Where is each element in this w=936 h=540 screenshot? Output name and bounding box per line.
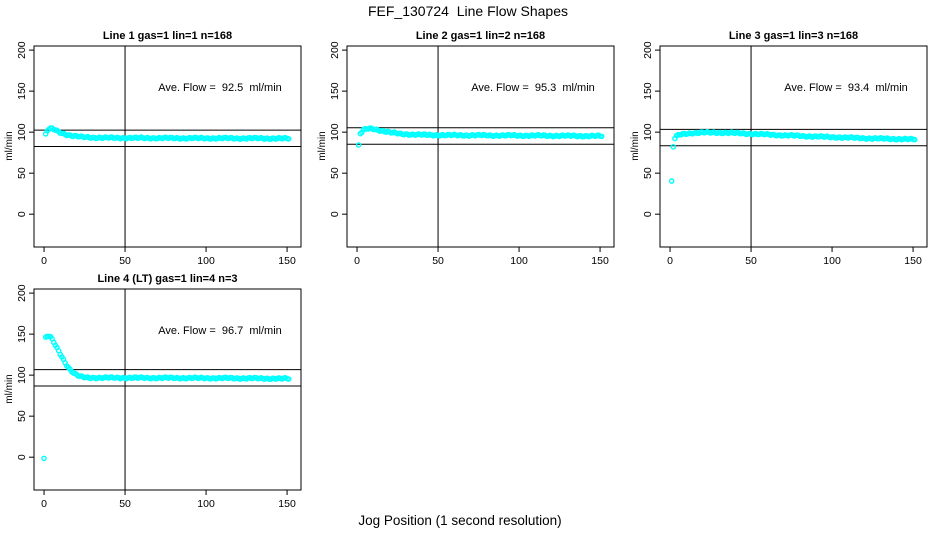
page-title: FEF_130724 Line Flow Shapes (367, 3, 568, 19)
y-tick-label: 0 (329, 211, 341, 217)
panel-line-1: Line 1 gas=1 lin=1 n=168 ml/min 0 50 100 15… (0, 28, 313, 271)
y-tick-label: 150 (329, 82, 341, 100)
plot-line-2: ml/min 0 50 100 150 0 50 100 150 200 (317, 41, 615, 267)
y-tick-label: 0 (642, 211, 654, 217)
x-tick-label: 150 (278, 498, 296, 510)
x-tick-label: 50 (119, 498, 131, 510)
y-axis: 0 50 100 150 200 (16, 41, 34, 217)
ave-flow-annotation: Ave. Flow = 96.7 ml/min (158, 325, 282, 337)
x-tick-label: 50 (432, 255, 444, 267)
data-point (598, 133, 605, 140)
y-axis-label: ml/min (4, 131, 15, 160)
y-tick-label: 50 (16, 410, 28, 422)
y-tick-label: 200 (16, 41, 28, 59)
plot-area: 0 50 100 150 0 50 100 150 200 (16, 41, 302, 267)
ave-flow-annotation: Ave. Flow = 95.3 ml/min (471, 82, 595, 94)
y-axis: 0 50 100 150 200 (642, 41, 660, 217)
y-tick-label: 50 (16, 167, 28, 179)
x-axis-label: Jog Position (1 second resolution) (358, 513, 562, 528)
x-tick-label: 0 (41, 255, 47, 267)
data-point (911, 136, 918, 143)
panel-title-line-3: Line 3 gas=1 lin=3 n=168 (728, 30, 859, 42)
y-tick-label: 200 (329, 41, 341, 59)
plot-area: 0 50 100 150 0 50 100 150 200 (642, 41, 928, 267)
panel-title-line-2: Line 2 gas=1 lin=2 n=168 (415, 30, 546, 42)
plot-line-1: ml/min 0 50 100 150 0 50 100 150 200 (4, 41, 302, 267)
y-tick-label: 100 (16, 123, 28, 141)
y-tick-label: 0 (16, 454, 28, 460)
y-tick-label: 150 (16, 82, 28, 100)
ave-flow-annotation: Ave. Flow = 92.5 ml/min (158, 82, 282, 94)
y-tick-label: 150 (16, 325, 28, 343)
data-point (670, 144, 677, 150)
x-axis: 0 50 100 150 (354, 247, 609, 267)
data-point (285, 376, 292, 382)
x-tick-label: 0 (354, 255, 360, 267)
x-tick-label: 150 (278, 255, 296, 267)
plot-box (659, 45, 928, 248)
x-tick-label: 100 (823, 255, 841, 267)
x-tick-label: 100 (197, 498, 215, 510)
data-points (668, 128, 918, 184)
y-axis: 0 50 100 150 200 (329, 41, 347, 217)
y-tick-label: 200 (642, 41, 654, 59)
panel-line-2: Line 2 gas=1 lin=2 n=168 ml/min 0 50 100 15… (313, 28, 626, 271)
data-points (41, 333, 292, 462)
y-axis: 0 50 100 150 200 (16, 284, 34, 460)
data-point (668, 178, 675, 184)
plot-box (346, 45, 615, 248)
ave-flow-annotation: Ave. Flow = 93.4 ml/min (784, 82, 908, 94)
x-tick-label: 100 (510, 255, 528, 267)
y-tick-label: 100 (16, 366, 28, 384)
y-axis-label: ml/min (4, 374, 15, 403)
x-tick-label: 50 (745, 255, 757, 267)
y-tick-label: 50 (642, 167, 654, 179)
data-point (41, 455, 47, 462)
panel-line-3: Line 3 gas=1 lin=3 n=168 ml/min 0 50 100 15… (626, 28, 936, 271)
y-axis-label: ml/min (630, 131, 641, 160)
y-tick-label: 100 (329, 123, 341, 141)
x-axis: 0 50 100 150 (667, 247, 922, 267)
x-tick-label: 50 (119, 255, 131, 267)
y-tick-label: 0 (16, 211, 28, 217)
data-points (42, 125, 292, 142)
panel-title-line-4: Line 4 (LT) gas=1 lin=4 n=3 (97, 273, 238, 285)
x-tick-label: 0 (41, 498, 47, 510)
plot-line-3: ml/min 0 50 100 150 0 50 100 150 200 (630, 41, 928, 267)
x-tick-label: 0 (667, 255, 673, 267)
y-axis-label: ml/min (317, 131, 328, 160)
x-axis: 0 50 100 150 (41, 490, 296, 510)
y-tick-label: 100 (642, 123, 654, 141)
data-points (355, 125, 605, 148)
plot-area: 0 50 100 150 0 50 100 150 200 (329, 41, 615, 267)
plot-area: 0 50 100 150 0 50 100 150 200 (16, 284, 302, 510)
x-tick-label: 150 (904, 255, 922, 267)
y-tick-label: 200 (16, 284, 28, 302)
data-point (355, 142, 362, 148)
data-point (285, 136, 292, 142)
y-tick-label: 50 (329, 167, 341, 179)
y-tick-label: 150 (642, 82, 654, 100)
plot-box (33, 288, 302, 491)
x-tick-label: 150 (591, 255, 609, 267)
panel-line-4: Line 4 (LT) gas=1 lin=4 n=3 ml/min 0 50 10… (0, 271, 313, 514)
x-axis: 0 50 100 150 (41, 247, 296, 267)
plot-line-4: ml/min 0 50 100 150 0 50 100 150 200 (4, 284, 302, 510)
panel-title-line-1: Line 1 gas=1 lin=1 n=168 (102, 30, 233, 42)
x-tick-label: 100 (197, 255, 215, 267)
